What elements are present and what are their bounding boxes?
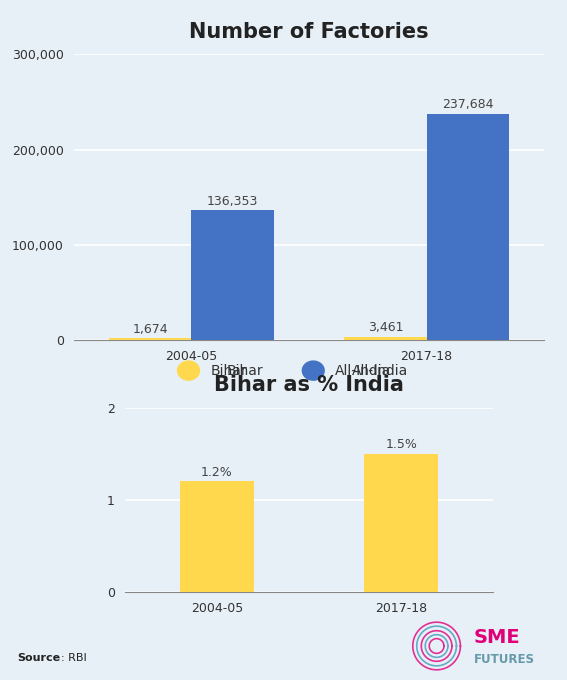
Text: Bihar: Bihar <box>210 364 247 377</box>
Text: 136,353: 136,353 <box>207 194 258 208</box>
Text: All-India: All-India <box>335 364 391 377</box>
Text: 237,684: 237,684 <box>442 99 494 112</box>
Text: 3,461: 3,461 <box>368 322 403 335</box>
Text: All-India: All-India <box>352 364 408 377</box>
Text: SME: SME <box>473 628 520 647</box>
Text: Source: Source <box>17 653 60 663</box>
Text: : RBI: : RBI <box>61 653 86 663</box>
Title: Bihar as % India: Bihar as % India <box>214 375 404 395</box>
Text: FUTURES: FUTURES <box>473 653 535 666</box>
Bar <box>344 337 426 340</box>
Circle shape <box>177 361 200 380</box>
Text: 1.2%: 1.2% <box>201 466 232 479</box>
Text: Bihar: Bihar <box>227 364 264 377</box>
Text: 1,674: 1,674 <box>132 323 168 336</box>
Bar <box>191 210 274 340</box>
Bar <box>109 339 191 340</box>
Title: Number of Factories: Number of Factories <box>189 22 429 41</box>
Circle shape <box>302 361 324 380</box>
Bar <box>364 454 438 592</box>
Text: 1.5%: 1.5% <box>385 438 417 451</box>
Bar <box>180 481 253 592</box>
Bar <box>426 114 509 340</box>
